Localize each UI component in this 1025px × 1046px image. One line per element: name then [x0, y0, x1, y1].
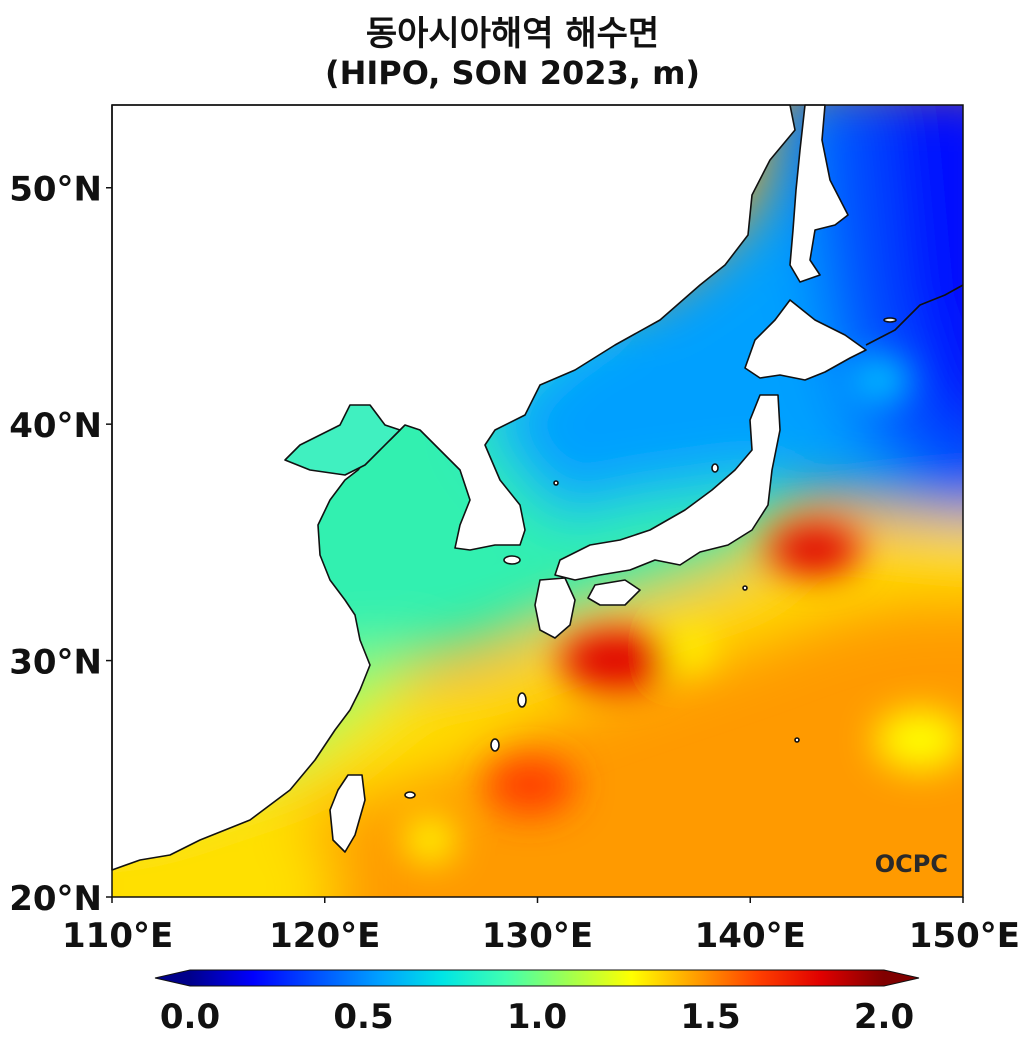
sakhalin-island: [789, 104, 849, 283]
colorbar-fill: [190, 970, 884, 986]
map-title: 동아시아해역 해수면: [365, 14, 660, 54]
land-masses: [111, 104, 964, 871]
colorbar-ticks: 0.0 0.5 1.0 1.5 2.0: [160, 997, 914, 1037]
izu-island: [742, 585, 748, 591]
bonin-island: [794, 737, 800, 743]
ullung-island: [553, 480, 559, 486]
sado-island: [711, 463, 719, 473]
colorbar-tick-label: 0.0: [160, 997, 220, 1037]
lon-tick-label: 150°E: [909, 916, 1020, 956]
bohai-bay: [284, 404, 401, 476]
colorbar-tick-label: 2.0: [854, 997, 914, 1037]
colorbar-max-extension: [884, 970, 919, 986]
colorbar-min-extension: [155, 970, 190, 986]
lon-tick-label: 140°E: [695, 916, 806, 956]
lon-tick-label: 130°E: [482, 916, 593, 956]
colorbar-outline: [154, 969, 920, 987]
colorbar: 0.0 0.5 1.0 1.5 2.0: [154, 969, 920, 1037]
lon-tick-label: 120°E: [269, 916, 380, 956]
honshu-island: [554, 394, 781, 581]
lat-tick-label: 30°N: [9, 643, 102, 683]
longitude-axis: 110°E 120°E 130°E 140°E 150°E: [62, 897, 1020, 956]
map-subtitle: (HIPO, SON 2023, m): [324, 54, 701, 92]
lat-tick-label: 40°N: [9, 406, 102, 446]
kyushu-island: [534, 577, 576, 639]
ryukyu-island-3: [404, 791, 416, 799]
colorbar-tick-label: 1.0: [507, 997, 567, 1037]
kuril-chain: [865, 284, 964, 346]
shikoku-island: [587, 579, 641, 606]
ryukyu-island-1: [517, 692, 527, 708]
colorbar-tick-label: 1.5: [680, 997, 740, 1037]
ryukyu-island-2: [490, 738, 500, 752]
hokkaido-island: [744, 299, 867, 381]
taiwan-island: [329, 774, 366, 853]
lat-tick-label: 50°N: [9, 170, 102, 210]
colorbar-tick-label: 0.5: [333, 997, 393, 1037]
jeju-island: [503, 555, 521, 565]
ocpc-watermark: OCPC: [875, 850, 948, 878]
lat-tick-label: 20°N: [9, 879, 102, 919]
continent-land: [111, 104, 796, 871]
latitude-axis: 50°N 40°N 30°N 20°N: [9, 170, 112, 919]
lon-tick-label: 110°E: [62, 916, 173, 956]
kuril-island: [883, 317, 897, 323]
